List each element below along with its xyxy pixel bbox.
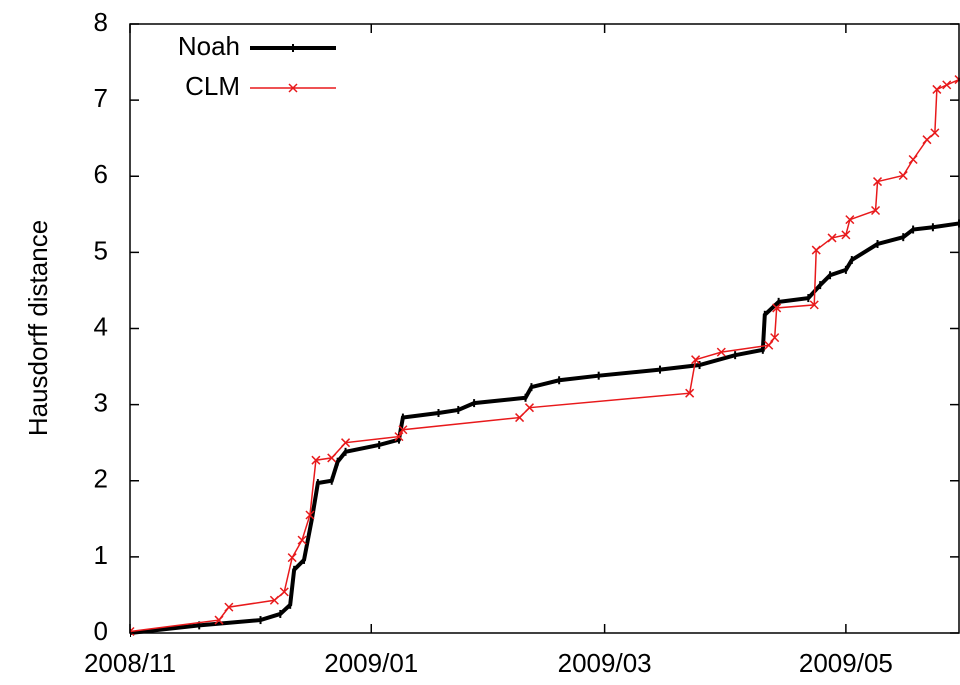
point-marker: [827, 233, 837, 243]
x-tick-label: 2009/03: [558, 648, 652, 678]
legend-label: CLM: [185, 71, 240, 101]
x-tick-label: 2009/05: [799, 648, 893, 678]
point-marker: [716, 347, 726, 357]
point-marker: [130, 626, 135, 637]
y-tick-label: 4: [94, 311, 108, 341]
point-marker: [908, 154, 918, 165]
point-marker: [841, 230, 851, 240]
point-marker: [871, 205, 881, 216]
y-tick-label: 0: [94, 616, 108, 646]
series-line: [130, 78, 960, 633]
x-tick-label: 2009/01: [324, 648, 418, 678]
y-tick-label: 6: [94, 159, 108, 189]
legend-label: Noah: [178, 31, 240, 61]
point-marker: [811, 245, 821, 255]
point-marker: [930, 128, 940, 138]
x-tick-label: 2008/11: [84, 648, 176, 678]
point-marker: [394, 432, 404, 442]
point-marker: [311, 455, 321, 465]
point-marker: [327, 453, 337, 463]
point-marker: [214, 615, 224, 625]
plot: [130, 44, 960, 637]
point-marker: [524, 403, 535, 413]
y-tick-label: 5: [94, 235, 108, 265]
point-marker: [341, 438, 351, 448]
point-marker: [269, 595, 279, 605]
point-marker: [942, 80, 952, 90]
y-tick-label: 2: [94, 464, 108, 494]
point-marker: [922, 135, 932, 145]
point-marker: [297, 535, 307, 545]
point-marker: [764, 340, 774, 350]
plot-border: [129, 23, 960, 634]
y-tick-label: 1: [94, 540, 108, 570]
point-marker: [770, 333, 780, 343]
y-tick-label: 8: [94, 7, 108, 37]
point-marker: [809, 300, 819, 310]
point-marker: [224, 602, 234, 612]
point-marker: [305, 510, 315, 520]
y-tick-label: 7: [94, 83, 108, 113]
point-marker: [872, 177, 883, 187]
point-marker: [398, 425, 408, 435]
point-marker: [932, 84, 942, 94]
point-marker: [898, 170, 908, 181]
point-marker: [287, 553, 297, 563]
point-marker: [685, 388, 695, 398]
series-line: [130, 221, 960, 635]
point-marker: [845, 215, 855, 225]
point-marker: [515, 413, 525, 423]
point-marker: [772, 303, 782, 313]
y-tick-label: 3: [94, 388, 108, 418]
y-axis-label: Hausdorff distance: [23, 220, 53, 436]
point-marker: [691, 355, 701, 365]
point-marker: [279, 587, 289, 597]
